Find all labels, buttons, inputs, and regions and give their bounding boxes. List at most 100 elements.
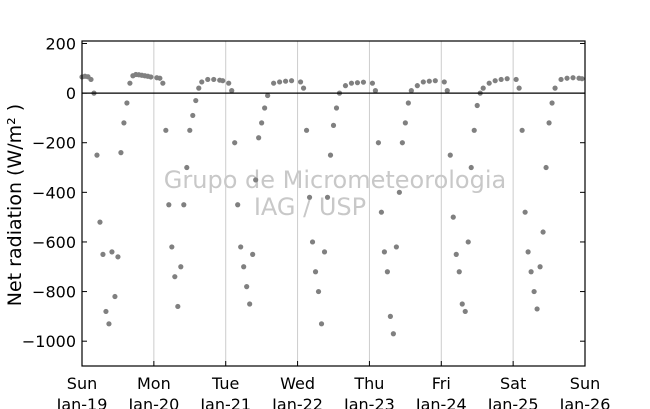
x-tick-label-date: Jan-22 (271, 395, 323, 409)
data-point (259, 120, 265, 126)
data-point (100, 251, 106, 257)
data-point (381, 249, 387, 255)
data-point (172, 274, 178, 280)
x-tick-label-day: Wed (280, 374, 315, 393)
x-tick-label-day: Thu (353, 374, 384, 393)
data-point (447, 152, 453, 158)
data-point (190, 112, 196, 119)
data-point (306, 194, 313, 200)
data-point (384, 269, 390, 275)
x-tick-label-day: Sat (500, 374, 526, 393)
data-point (315, 288, 322, 295)
data-point (115, 254, 121, 260)
data-point (459, 301, 465, 307)
data-point (492, 78, 498, 84)
data-point (97, 219, 103, 225)
x-tick-label-date: Jan-24 (415, 395, 467, 409)
data-point (112, 293, 118, 300)
data-point (282, 78, 289, 84)
data-point (342, 83, 349, 89)
data-point (552, 85, 558, 91)
data-point (405, 100, 411, 106)
data-point (432, 78, 438, 84)
data-point (540, 229, 546, 235)
x-tick-label-day: Mon (137, 374, 171, 393)
data-point (160, 80, 166, 86)
data-point (348, 80, 355, 86)
y-axis-ticks: 200 0 −200 −400 −600 −800 −1000 (22, 34, 585, 351)
data-point (354, 80, 361, 86)
data-point (414, 83, 420, 89)
data-point (244, 284, 250, 290)
data-point (462, 308, 468, 315)
y-axis-title: Net radiation (W/m² ) (4, 104, 26, 306)
data-point (531, 288, 537, 295)
y-tick-label: 200 (45, 34, 76, 53)
data-point (450, 214, 456, 220)
data-point (525, 249, 531, 255)
data-point (199, 79, 205, 85)
data-point (309, 239, 316, 245)
plot-frame (81, 40, 586, 367)
data-point (196, 85, 202, 91)
data-point (480, 85, 486, 91)
data-point (318, 321, 325, 327)
data-point (211, 76, 217, 83)
data-point (399, 140, 405, 146)
data-point (300, 85, 307, 91)
data-point (390, 331, 396, 337)
data-point (184, 164, 190, 171)
data-point (534, 306, 540, 312)
data-point (468, 164, 474, 171)
data-point (109, 249, 115, 255)
data-point (360, 79, 367, 85)
data-point (321, 249, 328, 255)
data-point (178, 264, 184, 270)
data-point (408, 88, 414, 94)
y-tick-label: 0 (66, 84, 76, 103)
data-point (232, 140, 238, 146)
data-point (456, 269, 462, 275)
data-point (444, 88, 450, 94)
x-tick-label-date: Jan-26 (559, 395, 611, 409)
data-point (163, 127, 169, 133)
data-point (372, 88, 379, 94)
data-point (235, 202, 241, 208)
data-point (157, 75, 163, 81)
x-tick-label-day: Sun (570, 374, 600, 393)
data-point (229, 88, 235, 94)
data-point (393, 244, 399, 250)
data-point (402, 120, 408, 126)
data-point (271, 80, 277, 86)
data-point (426, 78, 432, 84)
data-point (220, 78, 226, 84)
x-tick-label-date: Jan-19 (56, 395, 108, 409)
data-point (330, 122, 337, 128)
data-point (118, 150, 124, 156)
data-point (504, 76, 510, 82)
data-point (474, 102, 480, 109)
data-point (537, 264, 543, 270)
data-point (546, 120, 552, 126)
data-point (265, 92, 271, 99)
data-point (127, 80, 133, 86)
data-point (103, 308, 109, 315)
data-point (241, 264, 247, 270)
data-point (238, 244, 244, 250)
data-point (121, 120, 127, 126)
x-tick-label-day: Tue (211, 374, 239, 393)
data-point (250, 251, 256, 257)
data-point (166, 202, 172, 208)
data-point (187, 127, 193, 133)
data-point (333, 105, 340, 111)
data-point (262, 105, 268, 111)
y-tick-label: −800 (32, 283, 76, 302)
data-point (453, 251, 459, 257)
data-point (396, 189, 402, 195)
data-point (378, 209, 385, 215)
data-point (528, 269, 534, 275)
data-point (106, 321, 112, 327)
data-point (175, 303, 181, 310)
data-point (513, 76, 519, 83)
x-tick-label-date: Jan-25 (487, 395, 539, 409)
